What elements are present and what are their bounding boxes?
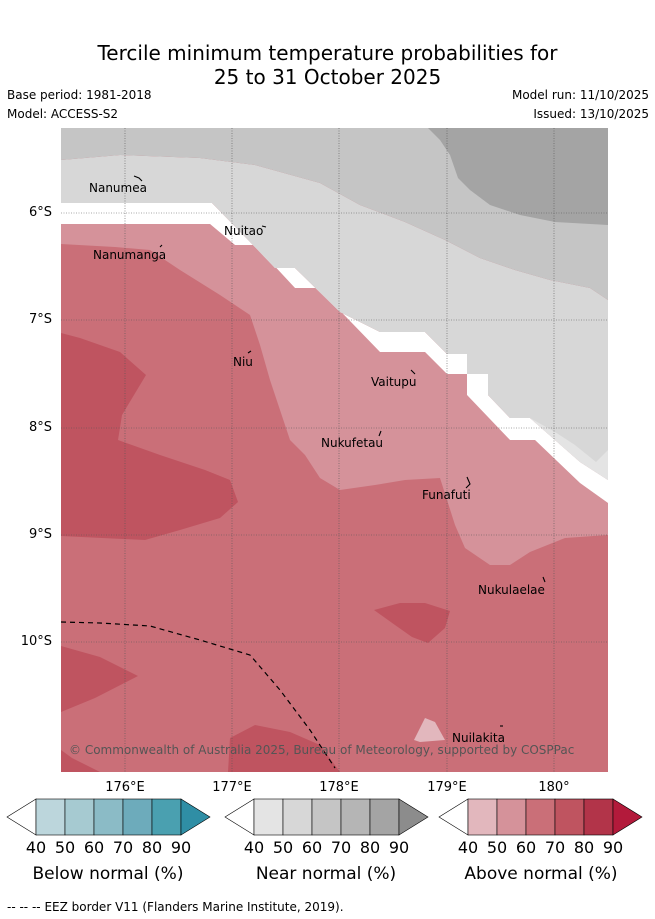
near-tick-80: 80 bbox=[359, 838, 381, 857]
region-near-80 bbox=[428, 128, 608, 225]
below-tick-90: 90 bbox=[170, 838, 192, 857]
lat-label-6s: 6°S bbox=[28, 205, 52, 220]
below-tick-60: 60 bbox=[83, 838, 105, 857]
place-nukulaelae: Nukulaelae bbox=[478, 583, 545, 597]
base-period: Base period: 1981-2018 bbox=[7, 88, 152, 102]
lon-label-177e: 177°E bbox=[212, 780, 252, 795]
near-tick-60: 60 bbox=[301, 838, 323, 857]
above-tick-60: 60 bbox=[515, 838, 537, 857]
place-niu: Niu bbox=[233, 355, 253, 369]
region-above-70-s bbox=[228, 725, 340, 772]
below-tick-80: 80 bbox=[141, 838, 163, 857]
colorbar-near bbox=[224, 798, 429, 836]
region-above-50 bbox=[61, 224, 608, 565]
place-nanumea: Nanumea bbox=[89, 181, 147, 195]
above-tick-90: 90 bbox=[602, 838, 624, 857]
issued-date: Issued: 13/10/2025 bbox=[533, 107, 649, 121]
below-tick-50: 50 bbox=[54, 838, 76, 857]
below-normal-label: Below normal (%) bbox=[32, 864, 184, 884]
copyright-text: © Commonwealth of Australia 2025, Bureau… bbox=[69, 743, 574, 757]
lon-label-180: 180° bbox=[538, 780, 570, 795]
below-tick-70: 70 bbox=[112, 838, 134, 857]
region-above-70-sw bbox=[61, 646, 138, 712]
below-tick-40: 40 bbox=[25, 838, 47, 857]
place-funafuti: Funafuti bbox=[422, 488, 471, 502]
title-line-2: 25 to 31 October 2025 bbox=[213, 65, 442, 89]
eez-border bbox=[61, 621, 336, 769]
lon-label-176e: 176°E bbox=[105, 780, 145, 795]
lat-label-7s: 7°S bbox=[28, 312, 52, 327]
near-tick-50: 50 bbox=[272, 838, 294, 857]
place-nanumanga: Nanumanga bbox=[93, 248, 166, 262]
place-vaitupu: Vaitupu bbox=[371, 375, 417, 389]
above-normal-label: Above normal (%) bbox=[464, 864, 618, 884]
eez-legend-symbol: -- -- -- bbox=[7, 900, 41, 914]
lat-label-10s: 10°S bbox=[20, 634, 52, 649]
map-title: Tercile minimum temperature probabilitie… bbox=[0, 41, 655, 89]
near-tick-70: 70 bbox=[330, 838, 352, 857]
place-nuilakita: Nuilakita bbox=[452, 731, 505, 745]
above-tick-40: 40 bbox=[457, 838, 479, 857]
region-near-40 bbox=[530, 418, 608, 480]
above-tick-50: 50 bbox=[486, 838, 508, 857]
near-normal-label: Near normal (%) bbox=[255, 864, 397, 884]
lat-label-9s: 9°S bbox=[28, 527, 52, 542]
near-tick-40: 40 bbox=[243, 838, 265, 857]
region-above-70-west bbox=[61, 333, 238, 540]
lat-gridlines bbox=[61, 212, 608, 643]
region-near-50 bbox=[61, 155, 608, 480]
near-tick-90: 90 bbox=[388, 838, 410, 857]
model-run: Model run: 11/10/2025 bbox=[511, 88, 649, 102]
title-line-1: Tercile minimum temperature probabilitie… bbox=[97, 41, 558, 65]
model-name: Model: ACCESS-S2 bbox=[7, 107, 119, 121]
place-labels: Nanumea Nuitao Nanumanga Niu Vaitupu Nuk… bbox=[89, 181, 545, 745]
region-above-70-sw2 bbox=[61, 750, 100, 772]
above-tick-70: 70 bbox=[544, 838, 566, 857]
place-nuitao: Nuitao bbox=[224, 224, 263, 238]
lon-label-179e: 179°E bbox=[427, 780, 467, 795]
eez-legend-text: EEZ border V11 (Flanders Marine Institut… bbox=[44, 900, 344, 914]
colorbar-above bbox=[438, 798, 643, 836]
lat-label-8s: 8°S bbox=[28, 420, 52, 435]
place-nukufetau: Nukufetau bbox=[321, 436, 383, 450]
eez-legend: -- -- -- EEZ border V11 (Flanders Marine… bbox=[7, 900, 344, 914]
colorbar-below bbox=[6, 798, 211, 836]
region-above-70-se bbox=[374, 603, 450, 643]
above-tick-80: 80 bbox=[573, 838, 595, 857]
island-coastlines bbox=[133, 175, 546, 727]
lon-label-178e: 178°E bbox=[319, 780, 359, 795]
region-above-40 bbox=[414, 718, 445, 742]
